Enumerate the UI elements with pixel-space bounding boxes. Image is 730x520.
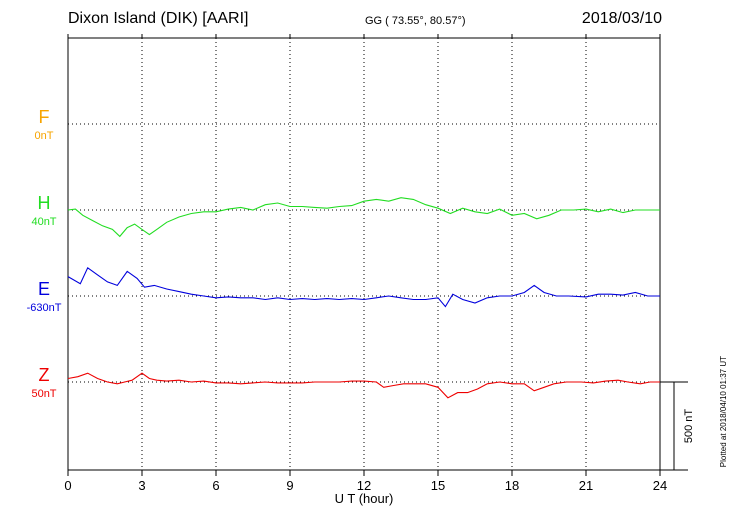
scale-bar-label: 500 nT (683, 409, 695, 444)
x-tick-label: 24 (653, 478, 667, 493)
x-tick-label: 21 (579, 478, 593, 493)
chart-date: 2018/03/10 (581, 10, 662, 27)
series-name-Z: Z (39, 365, 50, 385)
series-baseline-F: 0nT (35, 130, 54, 142)
x-axis-ticks: 0 3 6 9 12 15 18 21 24 (64, 34, 667, 493)
series-line-Z (67, 372, 660, 399)
series-baseline-E: -630nT (27, 302, 62, 314)
plotted-timestamp: Plotted at 2018/04/10 01:37 UT (719, 355, 728, 467)
series-baseline-H: 40nT (31, 216, 56, 228)
x-tick-label: 12 (357, 478, 371, 493)
chart-title: Dixon Island (DIK) [AARI] (68, 10, 249, 27)
series-name-E: E (38, 279, 50, 299)
x-tick-label: 6 (212, 478, 219, 493)
series-labels: F 0nT H 40nT E -630nT Z 50nT (27, 107, 62, 400)
station-coordinates: GG ( 73.55°, 80.57°) (365, 15, 466, 27)
x-axis-label: U T (hour) (335, 491, 394, 506)
x-tick-label: 9 (286, 478, 293, 493)
x-tick-label: 18 (505, 478, 519, 493)
series-name-F: F (39, 107, 50, 127)
series-line-E (67, 266, 660, 308)
x-tick-label: 0 (64, 478, 71, 493)
x-tick-label: 3 (138, 478, 145, 493)
series-lines (67, 197, 660, 399)
series-name-H: H (38, 193, 51, 213)
scale-bar: 500 nT (660, 381, 695, 471)
grid-lines (68, 38, 660, 470)
x-tick-label: 15 (431, 478, 445, 493)
series-line-H (67, 197, 660, 238)
series-baseline-Z: 50nT (31, 388, 56, 400)
